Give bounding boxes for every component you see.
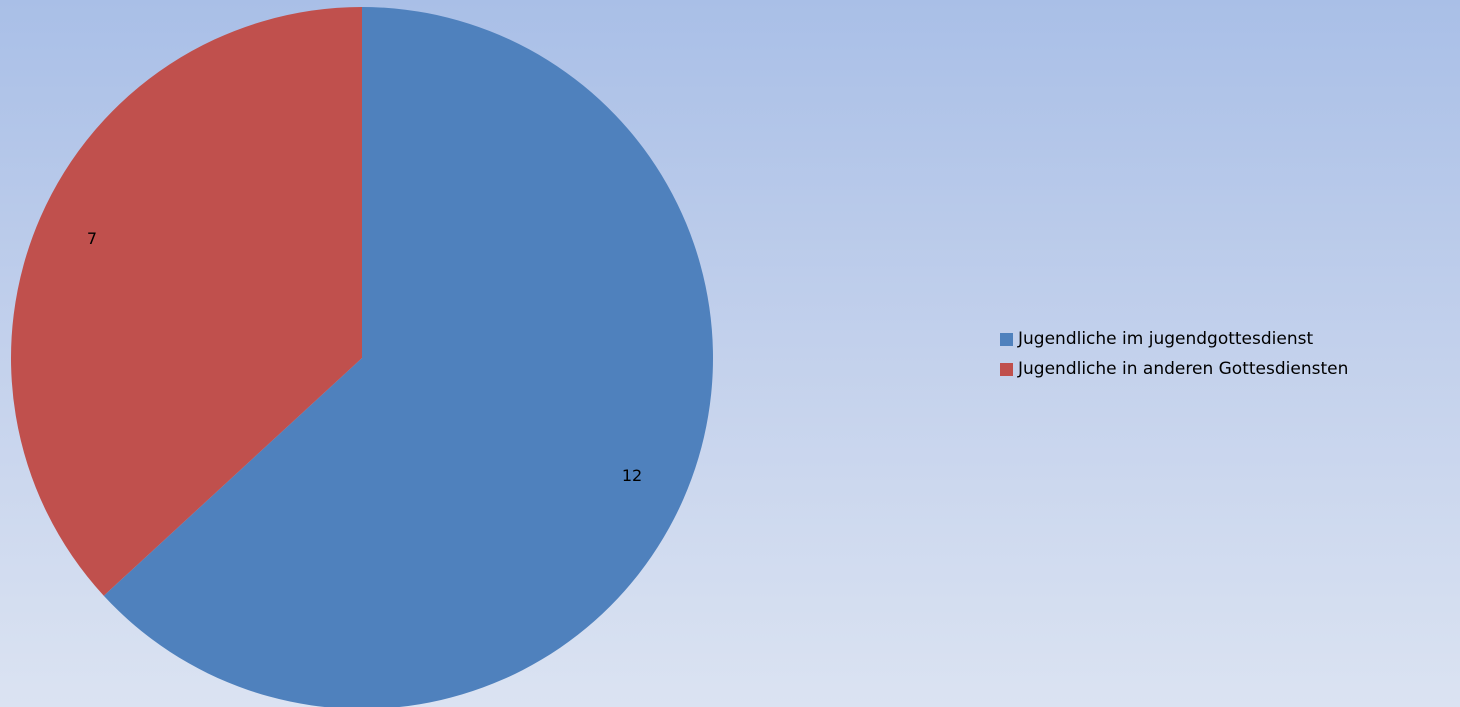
legend-label-other-services: Jugendliche in anderen Gottesdiensten [1018,359,1349,379]
legend-swatch-youth-service [1000,332,1013,346]
pie-slice-youth-service [103,7,713,707]
pie-slice-other-services [10,7,363,596]
legend-swatch-other-services [1000,362,1013,376]
data-label-youth-service: 12 [622,466,642,485]
legend: Jugendliche im jugendgottesdienst Jugend… [1000,326,1348,386]
legend-item-other-services: Jugendliche in anderen Gottesdiensten [1000,356,1348,382]
legend-item-youth-service: Jugendliche im jugendgottesdienst [1000,326,1348,352]
data-label-other-services: 7 [87,229,97,248]
legend-label-youth-service: Jugendliche im jugendgottesdienst [1018,329,1314,349]
